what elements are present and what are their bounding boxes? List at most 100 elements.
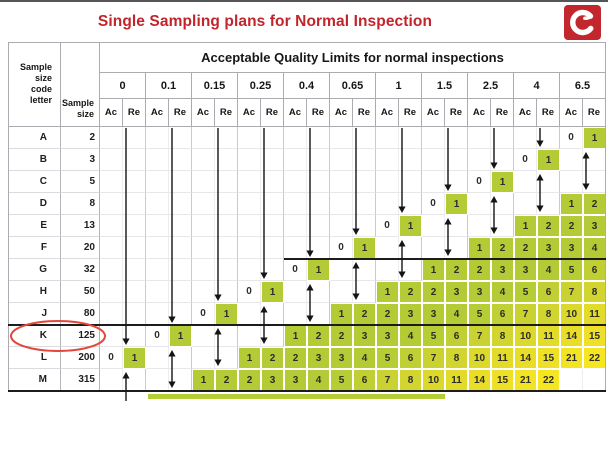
empty-cell — [284, 193, 307, 215]
plan-cell: 2 — [353, 303, 376, 325]
corner-header-line: Sample — [19, 62, 52, 72]
empty-cell — [353, 259, 376, 281]
empty-cell — [307, 127, 330, 149]
plan-cell: 15 — [491, 369, 514, 391]
empty-cell — [330, 171, 353, 193]
plan-cell: 0 — [284, 259, 307, 281]
empty-cell — [123, 193, 146, 215]
plan-cell: 2 — [330, 325, 353, 347]
plan-cell: 1 — [422, 259, 445, 281]
empty-cell — [215, 215, 238, 237]
table-right-edge — [605, 42, 606, 392]
ac-header: Ac — [192, 99, 215, 127]
empty-cell — [100, 259, 123, 281]
empty-cell — [169, 149, 192, 171]
plan-cell: 2 — [399, 281, 422, 303]
empty-cell — [284, 215, 307, 237]
empty-cell — [261, 193, 284, 215]
code-letter-cell: C — [8, 171, 61, 193]
empty-cell — [169, 303, 192, 325]
empty-cell — [307, 149, 330, 171]
empty-cell — [146, 237, 169, 259]
aql-level-header: 0 — [100, 73, 146, 99]
plan-cell: 2 — [445, 259, 468, 281]
plan-cell: 3 — [560, 237, 583, 259]
empty-cell — [261, 215, 284, 237]
plan-cell: 0 — [330, 237, 353, 259]
empty-cell — [330, 215, 353, 237]
empty-cell — [307, 215, 330, 237]
empty-cell — [284, 303, 307, 325]
empty-cell — [215, 149, 238, 171]
empty-cell — [284, 149, 307, 171]
re-header: Re — [215, 99, 238, 127]
plan-cell: 1 — [192, 369, 215, 391]
aql-level-header: 0.1 — [146, 73, 192, 99]
section-line-bottom — [8, 390, 606, 392]
plan-cell: 3 — [514, 259, 537, 281]
empty-cell — [215, 347, 238, 369]
re-header: Re — [399, 99, 422, 127]
plan-cell: 1 — [514, 215, 537, 237]
plan-cell: 2 — [284, 347, 307, 369]
plan-cell: 8 — [537, 303, 560, 325]
empty-cell — [422, 127, 445, 149]
empty-cell — [284, 237, 307, 259]
empty-cell — [376, 171, 399, 193]
plan-cell: 11 — [583, 303, 606, 325]
ac-header: Ac — [468, 99, 491, 127]
code-letter-cell: E — [8, 215, 61, 237]
plan-cell: 6 — [353, 369, 376, 391]
plan-cell: 2 — [238, 369, 261, 391]
plan-cell: 5 — [422, 325, 445, 347]
ac-header: Ac — [560, 99, 583, 127]
plan-cell: 2 — [261, 347, 284, 369]
plan-cell: 0 — [422, 193, 445, 215]
plan-cell: 21 — [514, 369, 537, 391]
sample-size-header-line: Sample — [61, 98, 94, 108]
empty-cell — [330, 149, 353, 171]
empty-cell — [491, 127, 514, 149]
empty-cell — [238, 215, 261, 237]
empty-cell — [353, 171, 376, 193]
empty-cell — [422, 171, 445, 193]
empty-cell — [399, 193, 422, 215]
plan-cell: 14 — [514, 347, 537, 369]
empty-cell — [215, 325, 238, 347]
empty-cell — [537, 171, 560, 193]
empty-cell — [100, 369, 123, 391]
empty-cell — [261, 325, 284, 347]
empty-cell — [583, 171, 606, 193]
plan-cell: 1 — [123, 347, 146, 369]
empty-cell — [261, 171, 284, 193]
re-header: Re — [445, 99, 468, 127]
plan-cell: 1 — [537, 149, 560, 171]
plan-cell: 3 — [491, 259, 514, 281]
ac-header: Ac — [422, 99, 445, 127]
empty-cell — [376, 193, 399, 215]
empty-cell — [353, 281, 376, 303]
empty-cell — [445, 237, 468, 259]
plan-cell: 3 — [399, 303, 422, 325]
plan-cell: 11 — [491, 347, 514, 369]
empty-cell — [468, 193, 491, 215]
re-header: Re — [491, 99, 514, 127]
plan-cell: 4 — [583, 237, 606, 259]
plan-cell: 0 — [560, 127, 583, 149]
empty-cell — [192, 149, 215, 171]
sample-size-header-line: size — [76, 109, 94, 119]
plan-cell: 3 — [537, 237, 560, 259]
plan-cell: 3 — [583, 215, 606, 237]
empty-cell — [123, 237, 146, 259]
empty-cell — [123, 281, 146, 303]
plan-cell: 2 — [307, 325, 330, 347]
plan-cell: 11 — [537, 325, 560, 347]
empty-cell — [468, 215, 491, 237]
empty-cell — [376, 259, 399, 281]
empty-cell — [238, 325, 261, 347]
empty-cell — [215, 237, 238, 259]
empty-cell — [514, 127, 537, 149]
empty-cell — [399, 149, 422, 171]
corner-header-line: size — [34, 73, 52, 83]
empty-cell — [123, 325, 146, 347]
